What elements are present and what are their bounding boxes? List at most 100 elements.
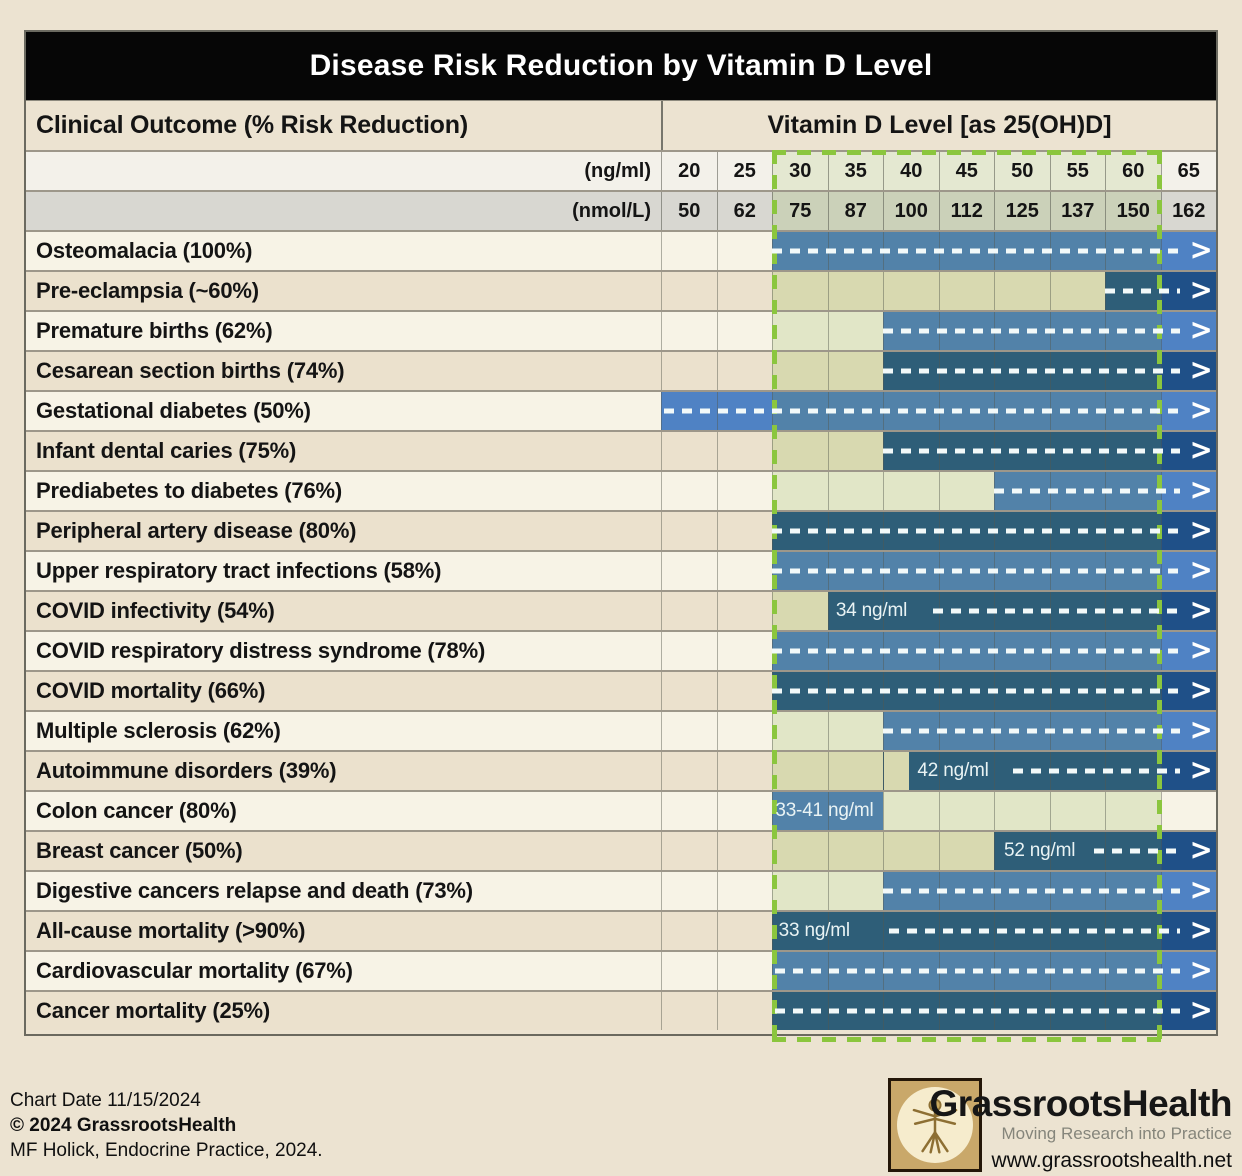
level-cell xyxy=(661,712,717,750)
outcome-label: Cardiovascular mortality (67%) xyxy=(36,958,353,983)
risk-arrow-dashes xyxy=(1105,288,1180,294)
risk-arrow-head: > xyxy=(1189,232,1213,267)
level-cell xyxy=(716,672,773,710)
outcome-row: Premature births (62%) > xyxy=(26,310,1216,350)
risk-arrow-dashes xyxy=(883,328,1180,334)
risk-arrow-head: > xyxy=(1189,912,1213,947)
risk-arrow-dashes xyxy=(883,368,1180,374)
scale-value-cell: 112 xyxy=(938,192,994,230)
grassrootshealth-logo xyxy=(888,1078,982,1172)
scale-value-cell: 20 xyxy=(661,152,717,190)
outcome-label: Multiple sclerosis (62%) xyxy=(36,718,281,743)
risk-arrow-head: > xyxy=(1189,832,1213,867)
level-cell xyxy=(661,592,717,630)
brand-tagline: Moving Research into Practice xyxy=(1001,1124,1232,1143)
risk-arrow-dashes xyxy=(883,728,1180,734)
title-bar: Disease Risk Reduction by Vitamin D Leve… xyxy=(26,32,1216,100)
level-cell xyxy=(716,832,773,870)
level-cell xyxy=(938,792,994,830)
risk-arrow-head: > xyxy=(1189,352,1213,387)
level-cell xyxy=(827,472,883,510)
level-cell xyxy=(772,752,828,790)
level-cell xyxy=(1049,792,1105,830)
risk-arrow-head: > xyxy=(1189,592,1213,627)
scale-value-cell: 60 xyxy=(1105,152,1161,190)
scale-value-cell: 87 xyxy=(827,192,883,230)
bar-start-label: 33 ng/ml xyxy=(778,920,850,941)
outcome-row: Infant dental caries (75%) > xyxy=(26,430,1216,470)
risk-arrow-dashes xyxy=(774,968,1180,974)
ngml-unit-label: (ng/ml) xyxy=(584,159,651,182)
level-cell xyxy=(772,872,828,910)
chart-title: Disease Risk Reduction by Vitamin D Leve… xyxy=(309,49,933,82)
ngml-scale-row: (ng/ml) 20 25 30 35 40 45 50 55 60 65 xyxy=(26,150,1216,190)
bar-start-label: 42 ng/ml xyxy=(917,760,989,781)
level-cell xyxy=(883,272,939,310)
outcome-row: Cesarean section births (74%) > xyxy=(26,350,1216,390)
level-cell xyxy=(716,272,773,310)
level-cell xyxy=(661,752,717,790)
rows: Osteomalacia (100%) > Pre-eclampsia (~60%)… xyxy=(26,230,1216,1030)
bar-start-label: 52 ng/ml xyxy=(1003,840,1076,861)
level-cell xyxy=(716,912,773,950)
outcome-row: Cardiovascular mortality (67%) > xyxy=(26,950,1216,990)
level-cell xyxy=(661,912,717,950)
level-cell xyxy=(716,312,773,350)
outcome-label: Digestive cancers relapse and death (73%… xyxy=(36,878,473,903)
scale-value-cell: 137 xyxy=(1049,192,1105,230)
level-cell xyxy=(827,352,883,390)
level-cell xyxy=(827,752,883,790)
risk-arrow-head: > xyxy=(1189,712,1213,747)
risk-arrow-head: > xyxy=(1189,672,1213,707)
level-cell xyxy=(716,592,773,630)
risk-arrow-dashes xyxy=(772,528,1180,534)
outcome-row: Colon cancer (80%) 33-41 ng/ml xyxy=(26,790,1216,830)
level-cell xyxy=(661,472,717,510)
copyright: © 2024 GrassrootsHealth xyxy=(10,1115,237,1136)
level-cell xyxy=(883,792,939,830)
level-cell xyxy=(661,992,717,1030)
brand-block: GrassrootsHealth Moving Research into Pr… xyxy=(930,1084,1233,1174)
level-cell xyxy=(772,312,828,350)
risk-arrow-dashes xyxy=(774,1008,1180,1014)
level-cell xyxy=(827,272,883,310)
outcome-row: Cancer mortality (25%) > xyxy=(26,990,1216,1030)
level-cell xyxy=(716,712,773,750)
outcome-row: Multiple sclerosis (62%) > xyxy=(26,710,1216,750)
level-cell xyxy=(772,472,828,510)
scale-value-cell: 125 xyxy=(994,192,1050,230)
scale-value-cell: 162 xyxy=(1160,192,1217,230)
outcome-label: Peripheral artery disease (80%) xyxy=(36,518,357,543)
level-cell xyxy=(661,632,717,670)
risk-arrow-head: > xyxy=(1189,872,1213,907)
level-cell xyxy=(938,832,994,870)
outcome-label: Cancer mortality (25%) xyxy=(36,998,271,1023)
level-cell xyxy=(827,712,883,750)
outcome-label: Breast cancer (50%) xyxy=(36,838,243,863)
chart-date: Chart Date 11/15/2024 xyxy=(10,1090,201,1111)
scale-value-cell: 50 xyxy=(661,192,717,230)
risk-arrow-head: > xyxy=(1189,752,1213,787)
scale-value-cell: 40 xyxy=(883,152,939,190)
level-cell xyxy=(827,312,883,350)
risk-arrow-dashes xyxy=(883,448,1180,454)
outcome-label: Gestational diabetes (50%) xyxy=(36,398,311,423)
level-cell xyxy=(716,352,773,390)
risk-arrow-head: > xyxy=(1189,312,1213,347)
level-cell xyxy=(661,512,717,550)
level-cell xyxy=(661,792,717,830)
scale-value-cell: 65 xyxy=(1160,152,1217,190)
outcome-row: Gestational diabetes (50%) > xyxy=(26,390,1216,430)
risk-arrow-dashes xyxy=(772,688,1180,694)
column-headers: Clinical Outcome (% Risk Reduction) Vita… xyxy=(26,100,1216,150)
risk-arrow-dashes xyxy=(888,928,1180,934)
footer-notes: Chart Date 11/15/2024 © 2024 GrassrootsH… xyxy=(10,1088,323,1163)
vitamin-d-column-header: Vitamin D Level [as 25(OH)D] xyxy=(661,101,1216,150)
level-cell xyxy=(772,352,828,390)
outcome-label: Autoimmune disorders (39%) xyxy=(36,758,337,783)
outcome-row: COVID mortality (66%) > xyxy=(26,670,1216,710)
level-cell xyxy=(716,552,773,590)
risk-arrow-head: > xyxy=(1189,952,1213,987)
outcome-row: COVID respiratory distress syndrome (78%… xyxy=(26,630,1216,670)
outcome-label: COVID respiratory distress syndrome (78%… xyxy=(36,638,486,663)
